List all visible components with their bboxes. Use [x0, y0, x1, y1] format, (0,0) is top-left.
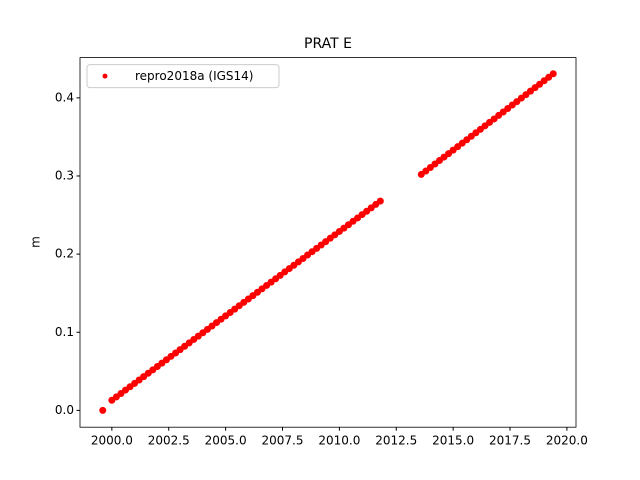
x-tick-label: 2015.0 — [432, 434, 474, 448]
x-tick-label: 2005.0 — [205, 434, 247, 448]
y-tick-label: 0.0 — [55, 403, 74, 417]
x-tick-label: 2007.5 — [261, 434, 303, 448]
x-tick-label: 2002.5 — [148, 434, 190, 448]
y-axis-label: m — [29, 236, 43, 248]
point — [549, 70, 557, 78]
x-tick-label: 2012.5 — [375, 434, 417, 448]
plot-frame — [79, 57, 577, 428]
point — [376, 197, 384, 205]
x-tick-label: 2000.0 — [91, 434, 133, 448]
x-tick-label: 2010.0 — [318, 434, 360, 448]
legend-box — [86, 64, 280, 89]
chart-title: PRAT E — [304, 36, 352, 52]
x-tick-label: 2020.0 — [546, 434, 588, 448]
y-tick-label: 0.3 — [55, 168, 74, 182]
point — [99, 406, 107, 414]
y-tick-label: 0.4 — [55, 90, 74, 104]
x-tick-label: 2017.5 — [489, 434, 531, 448]
y-tick-label: 0.2 — [55, 247, 74, 261]
y-tick-label: 0.1 — [55, 325, 74, 339]
legend-marker — [102, 73, 108, 79]
legend-label: repro2018a (IGS14) — [135, 69, 253, 83]
